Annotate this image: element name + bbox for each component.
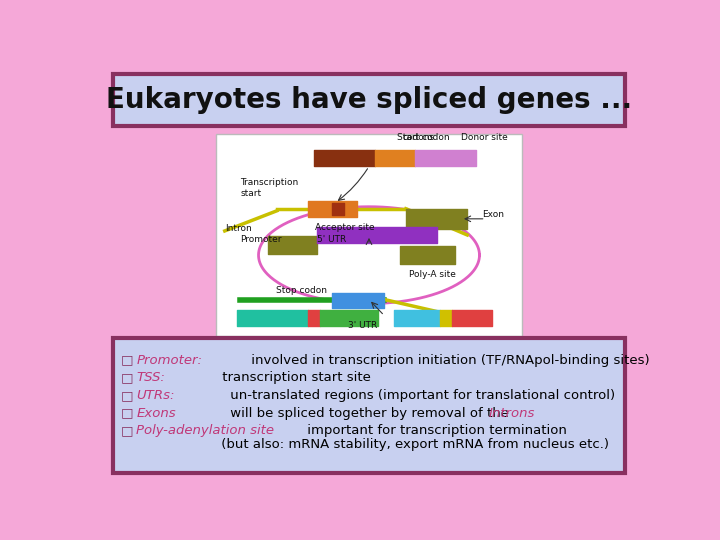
- Text: Eukaryotes have spliced genes ...: Eukaryotes have spliced genes ...: [106, 86, 632, 114]
- Text: Donor site: Donor site: [461, 133, 508, 142]
- Text: Promoter:: Promoter:: [137, 354, 202, 367]
- Text: Exons: Exons: [137, 407, 176, 420]
- Text: important for transcription termination: important for transcription termination: [302, 424, 567, 437]
- Text: Poly-A site: Poly-A site: [409, 271, 456, 279]
- Text: Transcription
start: Transcription start: [240, 179, 298, 198]
- Text: involved in transcription initiation (TF/RNApol-binding sites): involved in transcription initiation (TF…: [247, 354, 649, 367]
- Text: Intron: Intron: [225, 225, 251, 233]
- Text: □: □: [121, 407, 133, 420]
- Text: Promoter: Promoter: [240, 234, 282, 244]
- Text: Exon: Exon: [482, 210, 505, 219]
- Text: TSS:: TSS:: [137, 372, 166, 384]
- FancyBboxPatch shape: [215, 134, 523, 336]
- FancyBboxPatch shape: [113, 338, 625, 473]
- Text: un-translated regions (important for translational control): un-translated regions (important for tra…: [225, 389, 615, 402]
- Text: Introns: Introns: [488, 407, 534, 420]
- Text: codons: codons: [402, 133, 434, 142]
- Text: □: □: [121, 354, 133, 367]
- Text: UTRs:: UTRs:: [137, 389, 175, 402]
- Text: Acceptor site: Acceptor site: [315, 223, 374, 232]
- Text: Stop codon: Stop codon: [276, 287, 327, 295]
- Text: 5' UTR: 5' UTR: [317, 234, 346, 244]
- Text: (but also: mRNA stability, export mRNA from nucleus etc.): (but also: mRNA stability, export mRNA f…: [183, 438, 609, 451]
- Text: will be spliced together by removal of the: will be spliced together by removal of t…: [227, 407, 514, 420]
- Text: □: □: [121, 389, 133, 402]
- Text: □: □: [121, 372, 133, 384]
- Text: 3' UTR: 3' UTR: [348, 321, 377, 330]
- Text: transcription start site: transcription start site: [218, 372, 371, 384]
- FancyBboxPatch shape: [113, 74, 625, 126]
- Text: Poly-adenylation site: Poly-adenylation site: [137, 424, 274, 437]
- Text: □: □: [121, 424, 133, 437]
- Text: Start codon: Start codon: [397, 133, 449, 142]
